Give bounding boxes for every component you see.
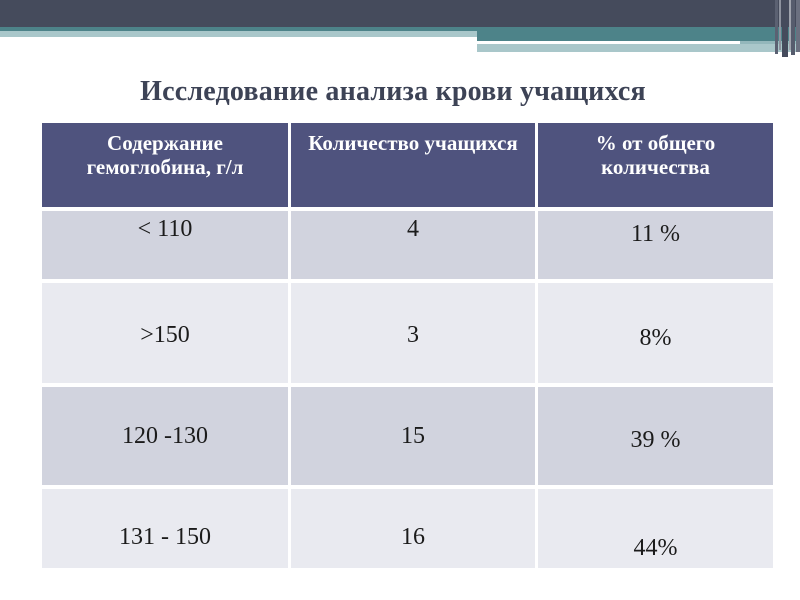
col-header-percent: % от общего количества [538,123,773,207]
col-header-percent-line1: % от общего [595,131,716,155]
header-bar-light-teal-left [0,31,477,37]
cell-hemoglobin-range: 131 - 150 [42,489,288,568]
cell-percent: 11 % [538,211,773,279]
corner-stripe-decoration [779,0,781,50]
corner-stripe-decoration [775,0,778,54]
col-header-student-count: Количество учащихся [291,123,535,207]
cell-hemoglobin-range: 120 -130 [42,387,288,485]
corner-stripe-decoration [789,0,791,50]
col-header-hemoglobin: Содержание гемоглобина, г/л [42,123,288,207]
blood-analysis-table: Содержание гемоглобина, г/л Количество у… [42,123,773,568]
corner-stripe-decoration [796,0,800,52]
cell-hemoglobin-range: >150 [42,283,288,383]
corner-stripe-decoration [791,0,795,55]
slide-title: Исследование анализа крови учащихся [140,76,646,107]
header-bar-light-teal-right [477,44,800,52]
col-header-hemoglobin-line2: гемоглобина, г/л [86,155,244,179]
cell-student-count: 16 [291,489,535,568]
header-bar-teal-right [477,31,800,41]
header-bar-teal [0,27,800,31]
corner-stripe-decoration [782,0,788,57]
col-header-student-count-line1: Количество учащихся [308,131,518,155]
cell-percent: 39 % [538,387,773,485]
header-bar-dark [0,0,800,27]
cell-student-count: 15 [291,387,535,485]
cell-percent: 8% [538,283,773,383]
col-header-hemoglobin-line1: Содержание [107,131,223,155]
cell-student-count: 4 [291,211,535,279]
cell-hemoglobin-range: < 110 [42,211,288,279]
header-bar-pale-teal [740,41,800,44]
col-header-percent-line2: количества [601,155,710,179]
header-white-line [477,41,740,44]
cell-percent: 44% [538,489,773,568]
cell-student-count: 3 [291,283,535,383]
